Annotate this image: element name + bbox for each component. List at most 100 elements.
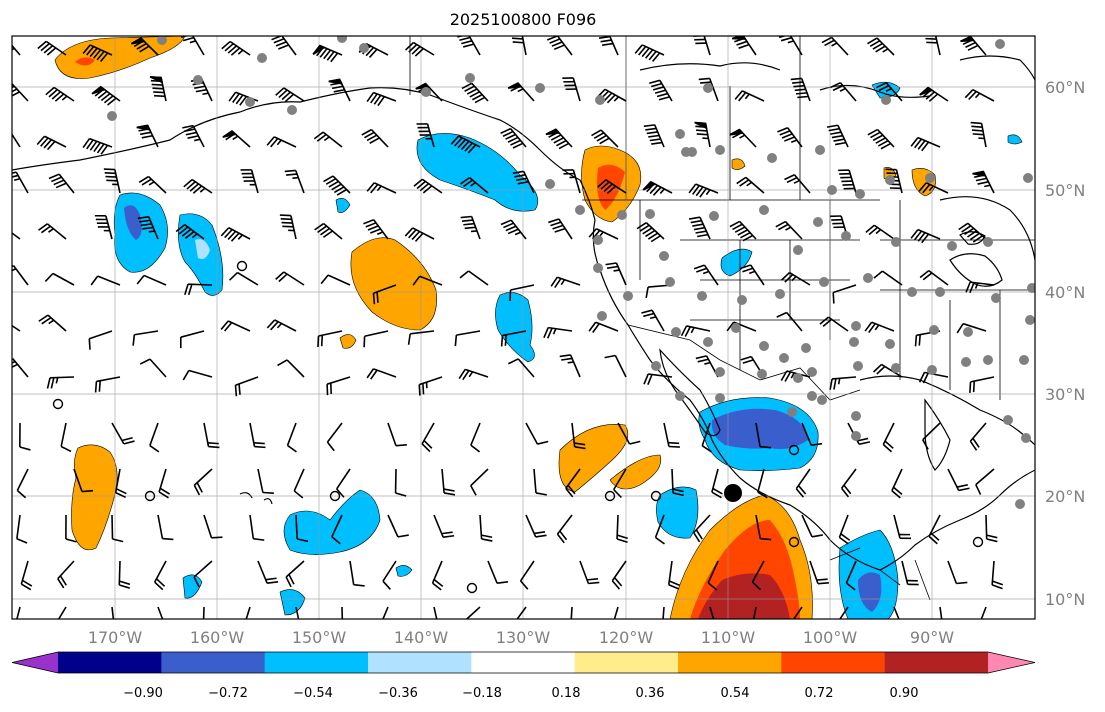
wind-barb bbox=[958, 222, 987, 243]
station-dot bbox=[1015, 499, 1025, 509]
station-dot bbox=[991, 293, 1001, 303]
wind-barb bbox=[838, 514, 851, 545]
wind-barb bbox=[111, 422, 135, 445]
lon-label: 170°W bbox=[88, 628, 143, 647]
station-dot bbox=[709, 211, 719, 221]
wind-barb bbox=[16, 468, 29, 499]
station-dot bbox=[759, 341, 769, 351]
wind-barb bbox=[275, 271, 305, 286]
negative-anomaly-region bbox=[720, 248, 753, 277]
wind-barb bbox=[323, 175, 351, 196]
wind-barb bbox=[643, 124, 665, 148]
wind-barb bbox=[12, 171, 29, 194]
wind-barb bbox=[458, 368, 489, 381]
wind-barb bbox=[901, 560, 919, 586]
station-dot bbox=[885, 339, 895, 349]
wind-barb bbox=[873, 270, 903, 286]
station-dot bbox=[257, 53, 267, 63]
wind-barb bbox=[830, 81, 857, 102]
wind-barb bbox=[864, 321, 895, 333]
wind-barb bbox=[792, 606, 803, 619]
wind-barb bbox=[36, 135, 67, 151]
wind-barb bbox=[680, 325, 711, 337]
colorbar-segment bbox=[574, 652, 679, 673]
station-dot bbox=[767, 153, 777, 163]
positive-anomaly-region bbox=[350, 237, 437, 331]
station-dot bbox=[759, 205, 769, 215]
wind-barb bbox=[784, 174, 811, 194]
station-dot bbox=[1021, 433, 1031, 443]
negative-anomaly-region bbox=[656, 486, 699, 539]
wind-barb bbox=[910, 136, 941, 152]
wind-barb bbox=[500, 127, 527, 149]
wind-barb bbox=[12, 232, 21, 240]
colorbar-tick-label: −0.72 bbox=[208, 686, 248, 701]
wind-barb bbox=[525, 422, 549, 445]
station-dot bbox=[1003, 415, 1013, 425]
wind-barb bbox=[947, 468, 970, 492]
wind-barb bbox=[667, 560, 680, 590]
station-dot bbox=[597, 311, 607, 321]
wind-barb bbox=[611, 560, 627, 590]
wind-barb bbox=[326, 422, 343, 452]
station-dot bbox=[675, 391, 685, 401]
wind-barb bbox=[649, 79, 673, 102]
colorbar-tick-label: 0.54 bbox=[721, 686, 750, 701]
wind-barb bbox=[688, 216, 711, 240]
wind-barb bbox=[562, 169, 581, 194]
negative-anomaly-region bbox=[182, 574, 203, 599]
colorbar-segment bbox=[781, 652, 886, 673]
wind-barb bbox=[363, 330, 389, 348]
wind-barb bbox=[636, 222, 665, 243]
wind-barb bbox=[910, 228, 941, 244]
positive-anomaly-core bbox=[75, 57, 95, 66]
negative-anomaly-core bbox=[124, 205, 142, 240]
wind-barb bbox=[571, 422, 586, 450]
wind-barb bbox=[479, 514, 493, 542]
wind-barb bbox=[693, 264, 719, 286]
station-dot bbox=[817, 395, 827, 405]
wind-barb bbox=[139, 358, 167, 378]
wind-barb bbox=[335, 468, 351, 498]
station-dot bbox=[851, 431, 861, 441]
wind-barb bbox=[925, 36, 941, 56]
station-dot bbox=[703, 83, 713, 93]
wind-barb bbox=[132, 330, 159, 346]
station-dot bbox=[961, 357, 971, 367]
wind-barb bbox=[832, 284, 857, 304]
wind-barb bbox=[180, 36, 205, 56]
station-dot bbox=[593, 235, 603, 245]
wind-barb bbox=[559, 354, 581, 378]
wind-barb bbox=[597, 179, 627, 195]
wind-barb bbox=[94, 214, 113, 240]
wind-barb bbox=[136, 274, 167, 286]
station-dot bbox=[157, 36, 167, 45]
wind-barb bbox=[12, 324, 21, 332]
positive-anomaly-region bbox=[339, 334, 357, 349]
wind-barb bbox=[461, 82, 489, 104]
station-dot bbox=[737, 295, 747, 305]
wind-barb bbox=[960, 36, 987, 56]
wind-barb bbox=[778, 36, 803, 56]
wind-barb bbox=[507, 82, 535, 102]
wind-barb bbox=[441, 468, 456, 496]
wind-barb bbox=[222, 130, 251, 148]
negative-anomaly-region bbox=[416, 133, 539, 212]
wind-barb bbox=[138, 175, 167, 194]
station-dot bbox=[863, 273, 873, 283]
colorbar-segment bbox=[58, 652, 162, 673]
wind-barb bbox=[663, 422, 680, 448]
wind-barb bbox=[275, 87, 305, 103]
wind-barb bbox=[450, 135, 481, 154]
wind-barb bbox=[277, 359, 305, 378]
wind-barb bbox=[642, 180, 673, 196]
wind-barb bbox=[285, 560, 305, 588]
wind-barb bbox=[845, 560, 857, 591]
wind-barb bbox=[654, 514, 665, 545]
colorbar-tick-label: −0.54 bbox=[293, 686, 333, 701]
wind-barb bbox=[980, 606, 987, 619]
colorbar-segment bbox=[678, 652, 782, 673]
wind-barb bbox=[641, 309, 665, 332]
colorbar-labels: −0.90 −0.72 −0.54 −0.36 −0.18 0.18 0.36 … bbox=[123, 686, 918, 701]
station-dot bbox=[287, 105, 297, 115]
